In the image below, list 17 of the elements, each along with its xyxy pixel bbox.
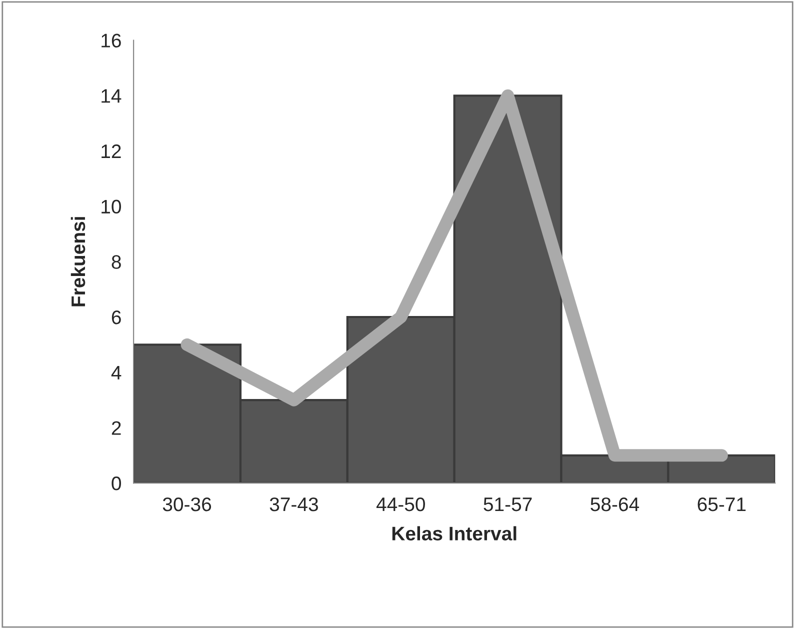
y-axis-title: Frekuensi [70,217,86,306]
x-tick-label: 30-36 [162,497,212,512]
y-tick-label: 8 [112,255,121,269]
x-tick-label: 65-71 [698,497,746,512]
y-tick-label: 10 [102,200,121,214]
x-tick-label: 44-50 [376,497,425,512]
y-tick-label: 16 [102,34,121,48]
y-tick-label: 14 [102,89,122,103]
y-tick-label: 12 [102,144,121,158]
y-tick-label: 0 [112,476,121,490]
y-tick-label: 2 [112,421,121,435]
x-tick-label: 58-64 [590,497,640,512]
y-tick-label: 6 [112,310,121,324]
y-tick-label: 4 [111,366,122,380]
x-axis-title: Kelas Interval [392,526,516,540]
x-tick-label: 51-57 [484,498,532,512]
x-tick-label: 37-43 [270,497,318,512]
